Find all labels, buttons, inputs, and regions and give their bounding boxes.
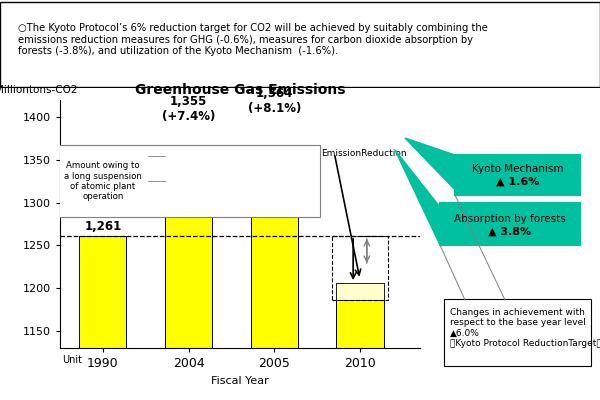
- Title: Greenhouse Gas Emissions: Greenhouse Gas Emissions: [135, 84, 345, 98]
- Text: 1,261: 1,261: [84, 220, 121, 234]
- Text: ▲ 3.8%: ▲ 3.8%: [488, 227, 532, 237]
- Text: Amount owing to
a long suspension
of atomic plant
operation: Amount owing to a long suspension of ato…: [64, 161, 142, 201]
- Bar: [337, 283, 383, 300]
- X-axis label: Fiscal Year: Fiscal Year: [211, 376, 269, 386]
- FancyBboxPatch shape: [444, 299, 591, 366]
- Bar: [79, 236, 127, 348]
- Text: 1,355
(+7.4%): 1,355 (+7.4%): [162, 95, 215, 123]
- Polygon shape: [395, 150, 470, 245]
- FancyBboxPatch shape: [454, 154, 581, 196]
- Bar: [337, 283, 383, 300]
- Bar: [251, 168, 298, 348]
- Bar: [251, 148, 298, 168]
- Bar: [165, 156, 212, 181]
- Text: ▲ 1.6%: ▲ 1.6%: [496, 177, 539, 187]
- Text: Unit: Unit: [62, 355, 82, 365]
- Bar: [165, 181, 212, 348]
- Y-axis label: Milliontons-CO2: Milliontons-CO2: [0, 85, 78, 95]
- Bar: [337, 300, 383, 348]
- Text: 1,364
(+8.1%): 1,364 (+8.1%): [248, 87, 301, 115]
- FancyBboxPatch shape: [439, 202, 581, 246]
- Bar: [332, 236, 388, 300]
- Polygon shape: [405, 138, 460, 195]
- Text: ○The Kyoto Protocol’s 6% reduction target for CO2 will be achieved by suitably c: ○The Kyoto Protocol’s 6% reduction targe…: [18, 23, 488, 56]
- Text: Changes in achievement with
respect to the base year level
▲6.0%
（Kyoto Protocol: Changes in achievement with respect to t…: [450, 308, 600, 348]
- Text: Absorption by forests: Absorption by forests: [454, 214, 566, 224]
- Text: EmissionReduction: EmissionReduction: [322, 148, 407, 158]
- FancyBboxPatch shape: [0, 2, 600, 87]
- Text: Kyoto Mechanism: Kyoto Mechanism: [472, 164, 563, 174]
- FancyBboxPatch shape: [0, 145, 320, 217]
